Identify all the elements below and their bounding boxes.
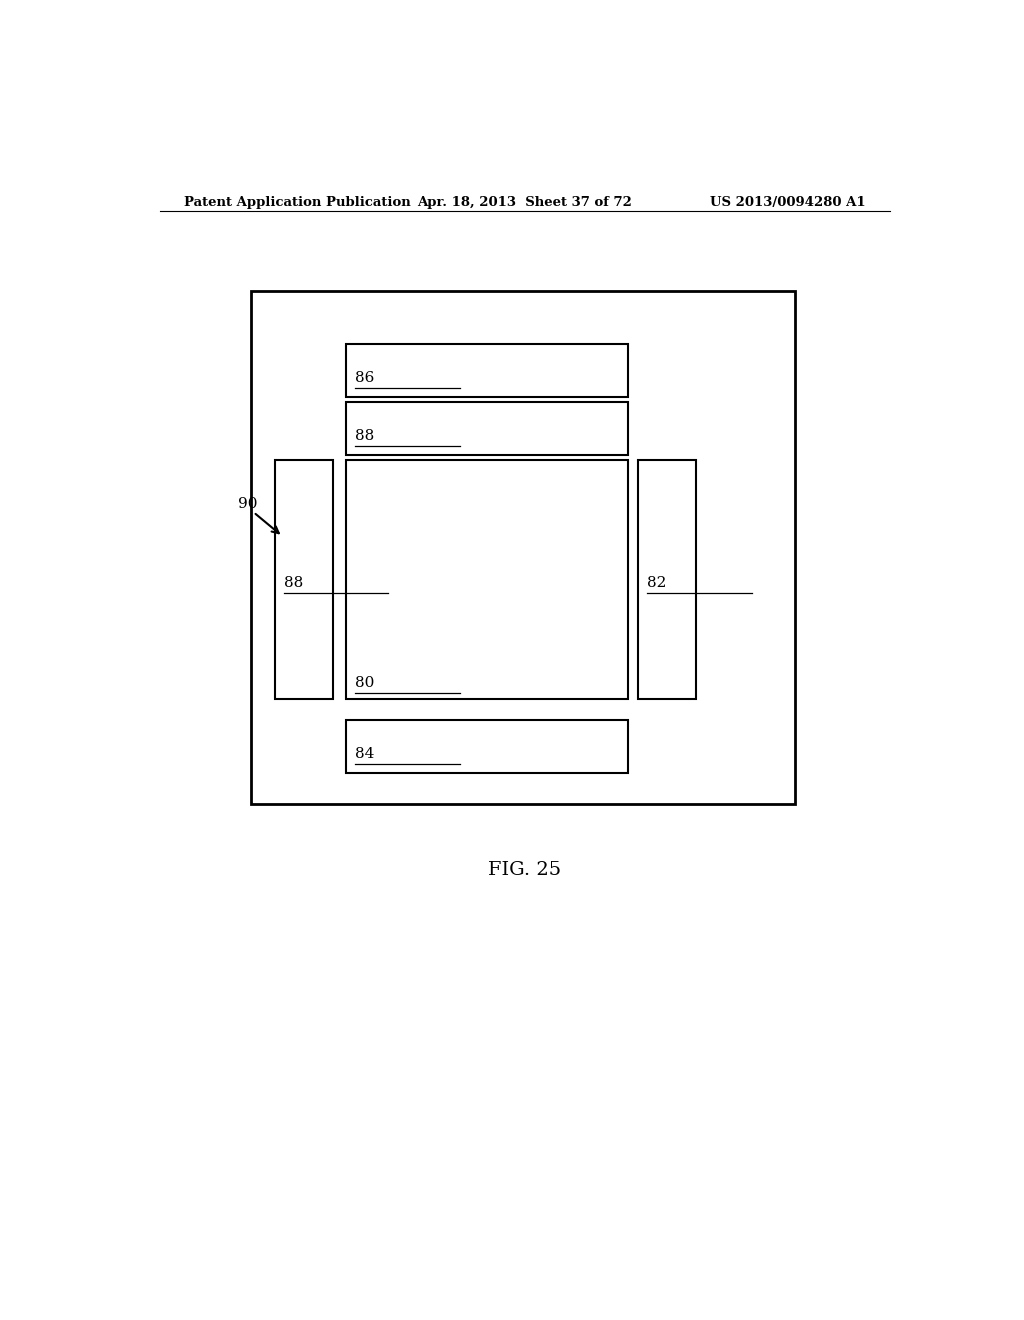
Text: 86: 86: [355, 371, 375, 385]
Bar: [251, 290, 795, 804]
Text: 80: 80: [355, 676, 375, 690]
Bar: [346, 721, 628, 774]
Text: Patent Application Publication: Patent Application Publication: [183, 195, 411, 209]
Text: US 2013/0094280 A1: US 2013/0094280 A1: [711, 195, 866, 209]
Text: 88: 88: [284, 577, 303, 590]
Bar: [274, 461, 333, 700]
Text: 84: 84: [355, 747, 375, 762]
Text: FIG. 25: FIG. 25: [488, 861, 561, 879]
Text: 88: 88: [355, 429, 374, 444]
Bar: [346, 403, 628, 455]
Text: 90: 90: [238, 496, 257, 511]
Bar: [346, 461, 628, 700]
Text: 82: 82: [647, 577, 667, 590]
Bar: [346, 345, 628, 397]
Bar: [638, 461, 696, 700]
Text: Apr. 18, 2013  Sheet 37 of 72: Apr. 18, 2013 Sheet 37 of 72: [418, 195, 632, 209]
